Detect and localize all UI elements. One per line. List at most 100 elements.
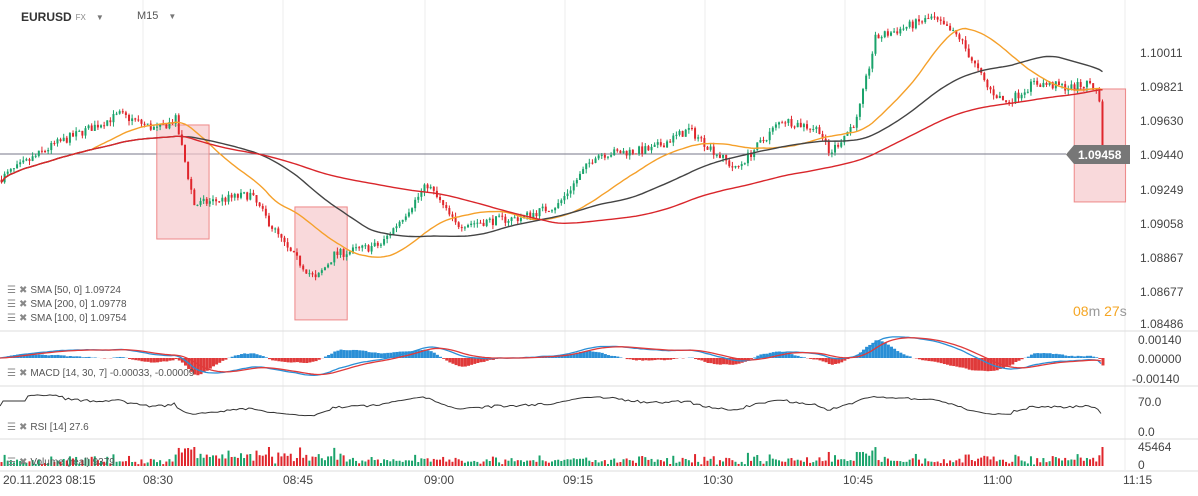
candle-body xyxy=(690,128,693,130)
volume-bar xyxy=(802,461,805,466)
candle-body xyxy=(211,199,214,202)
settings-icon[interactable]: ☰ xyxy=(7,285,16,296)
macd-histogram-bar xyxy=(613,355,617,358)
volume-bar xyxy=(62,458,65,466)
candle-body xyxy=(781,122,784,124)
candle-body xyxy=(591,162,594,164)
settings-icon[interactable]: ☰ xyxy=(7,368,16,379)
volume-bar xyxy=(970,460,973,466)
candle-body xyxy=(1085,81,1088,88)
candle-body xyxy=(843,135,846,143)
macd-histogram-bar xyxy=(650,358,654,361)
macd-histogram-bar xyxy=(239,354,243,358)
close-icon[interactable]: ✖ xyxy=(18,299,28,310)
candle-body xyxy=(16,164,19,169)
candle-body xyxy=(283,237,286,243)
close-icon[interactable]: ✖ xyxy=(18,368,28,379)
candle-body xyxy=(746,152,749,164)
candle-body xyxy=(750,152,753,157)
volume-bar xyxy=(165,461,168,466)
macd-histogram-bar xyxy=(774,351,778,358)
macd-histogram-bar xyxy=(81,357,85,358)
candle-body xyxy=(193,189,196,206)
volume-bar xyxy=(812,462,815,466)
candle-body xyxy=(1042,82,1045,87)
close-icon[interactable]: ✖ xyxy=(18,285,28,296)
volume-bar xyxy=(407,460,410,466)
legend-macd: ☰ ✖ MACD [14, 30, 7] -0.00033, -0.00009 xyxy=(7,368,194,379)
candle-body xyxy=(619,150,622,154)
candle-body xyxy=(610,155,613,157)
price-axis-label: 1.09249 xyxy=(1140,182,1184,197)
volume-bar xyxy=(383,459,386,466)
candle-body xyxy=(355,247,358,249)
macd-histogram-bar xyxy=(333,351,337,358)
volume-bar xyxy=(762,463,765,466)
sma200-line xyxy=(0,89,1103,224)
volume-bar xyxy=(6,460,9,466)
macd-histogram-bar xyxy=(1008,358,1012,366)
candle-body xyxy=(722,154,725,158)
volume-bar xyxy=(1020,460,1023,466)
volume-bar xyxy=(68,456,71,466)
candle-body xyxy=(109,120,112,123)
settings-icon[interactable]: ☰ xyxy=(7,299,16,310)
macd-histogram-bar xyxy=(970,358,974,371)
macd-histogram-bar xyxy=(211,358,215,367)
macd-histogram-bar xyxy=(669,358,673,360)
timeframe-selector[interactable]: M15 ▼ xyxy=(137,10,176,22)
symbol-selector[interactable]: EURUSD FX ▼ xyxy=(21,10,104,24)
candle-body xyxy=(252,192,255,196)
volume-bar xyxy=(90,456,93,466)
macd-histogram-bar xyxy=(131,358,135,360)
macd-histogram-bar xyxy=(143,358,147,362)
candle-body xyxy=(967,48,970,58)
macd-histogram-bar xyxy=(700,358,704,361)
candle-body xyxy=(106,120,109,126)
macd-histogram-bar xyxy=(162,358,166,362)
candle-body xyxy=(516,217,519,222)
candle-body xyxy=(631,149,634,154)
candle-body xyxy=(740,164,743,167)
candle-body xyxy=(799,122,802,128)
volume-bar xyxy=(852,460,855,466)
volume-bar xyxy=(862,451,865,466)
macd-histogram-bar xyxy=(271,358,275,361)
candle-body xyxy=(442,200,445,206)
candle-body xyxy=(830,152,833,154)
candle-body xyxy=(834,144,837,153)
macd-histogram-bar xyxy=(128,358,132,360)
close-icon[interactable]: ✖ xyxy=(18,422,28,433)
settings-icon[interactable]: ☰ xyxy=(7,422,16,433)
candle-body xyxy=(165,124,168,129)
settings-icon[interactable]: ☰ xyxy=(7,457,16,468)
close-icon[interactable]: ✖ xyxy=(18,457,28,468)
volume-bar xyxy=(224,458,227,466)
macd-histogram-bar xyxy=(762,353,766,358)
macd-histogram-bar xyxy=(404,351,408,358)
candle-body xyxy=(22,160,25,163)
settings-icon[interactable]: ☰ xyxy=(7,313,16,324)
volume-bar xyxy=(1082,460,1085,466)
close-icon[interactable]: ✖ xyxy=(18,313,28,324)
macd-histogram-bar xyxy=(725,358,729,365)
volume-bar xyxy=(1092,457,1095,466)
macd-histogram-bar xyxy=(921,358,925,361)
macd-histogram-bar xyxy=(432,352,436,358)
candle-body xyxy=(806,124,809,129)
candle-body xyxy=(644,146,647,154)
macd-histogram-bar xyxy=(722,358,726,365)
volume-bar xyxy=(426,458,429,466)
macd-histogram-bar xyxy=(274,358,278,361)
macd-histogram-bar xyxy=(883,342,887,358)
candle-body xyxy=(669,141,672,143)
candle-body xyxy=(728,160,731,167)
volume-bar xyxy=(283,453,286,466)
volume-bar xyxy=(840,459,843,466)
candle-body xyxy=(700,137,703,139)
macd-histogram-bar xyxy=(53,355,57,358)
macd-histogram-bar xyxy=(827,358,831,365)
candle-body xyxy=(249,192,252,200)
macd-histogram-bar xyxy=(563,355,567,358)
